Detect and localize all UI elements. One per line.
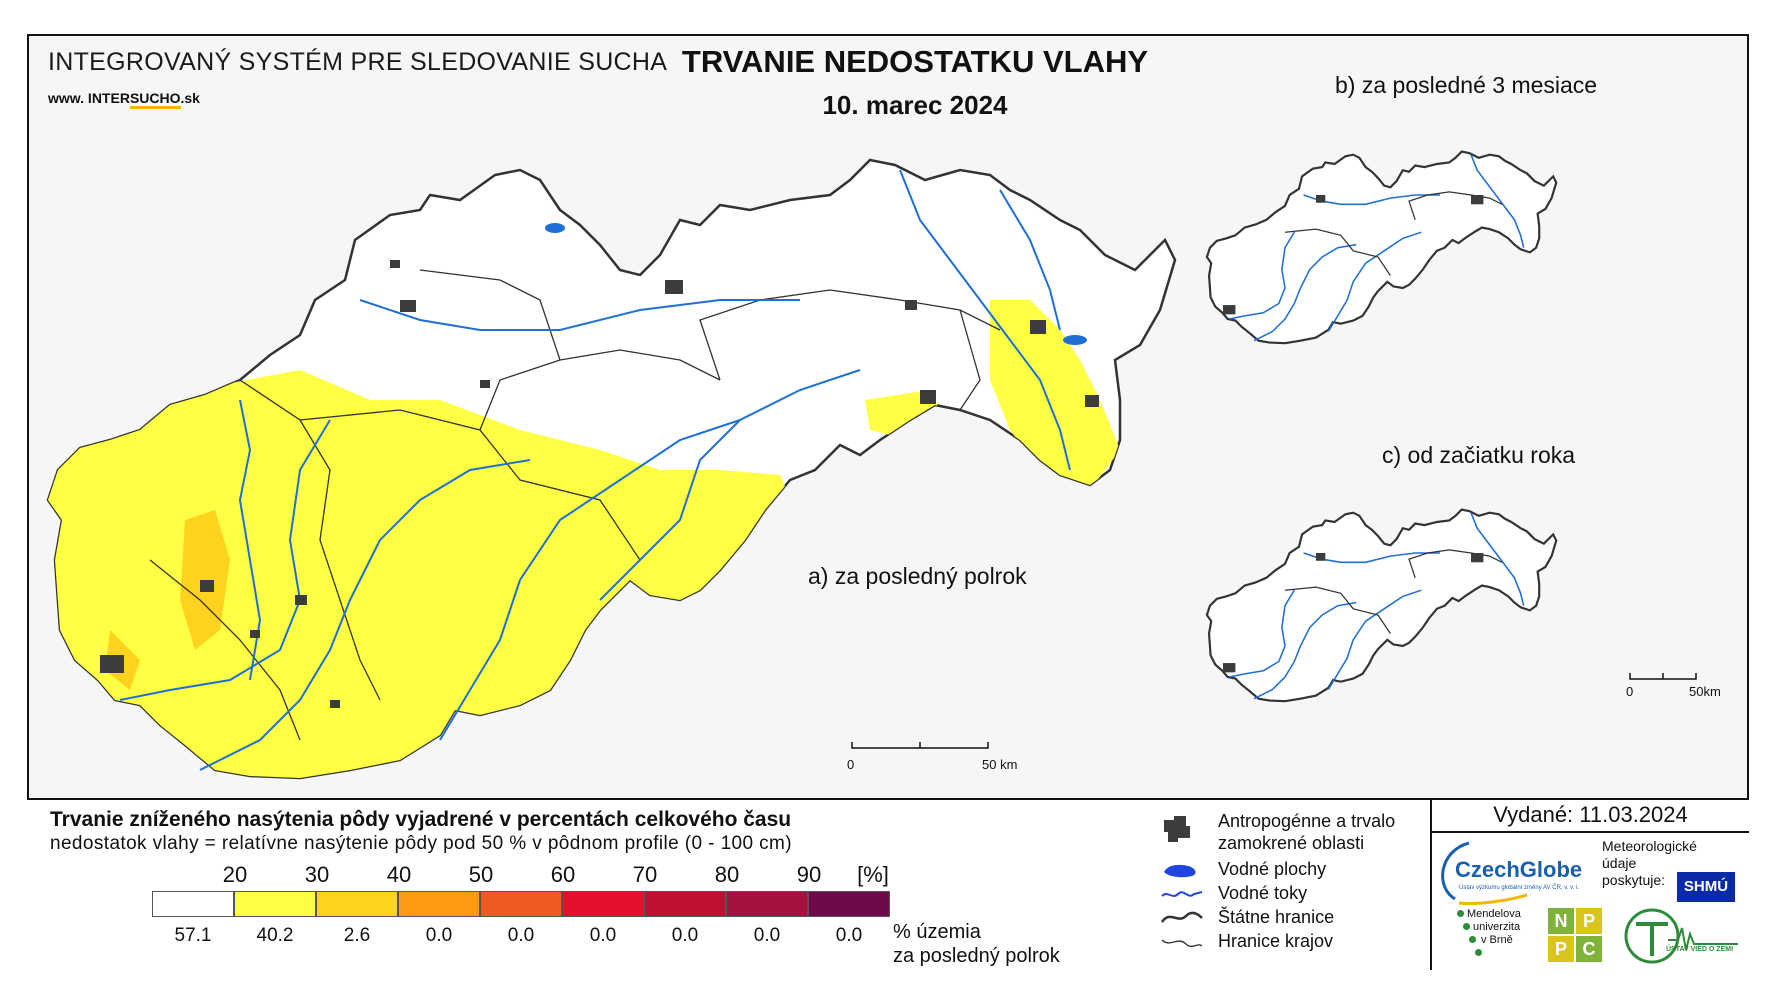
panel-c-label: c) od začiatku roka bbox=[1382, 442, 1576, 468]
small-scale-bar bbox=[1629, 673, 1697, 680]
panel-b-label: b) za posledné 3 mesiace bbox=[1335, 72, 1598, 98]
org-url[interactable]: www. INTERSUCHO.sk bbox=[48, 90, 200, 109]
nppc-c: C bbox=[1576, 936, 1602, 962]
pct-caption-line1: % územia bbox=[893, 921, 981, 943]
river-icon bbox=[1161, 891, 1203, 897]
usvz-logo[interactable]: ÚSTAV VIED O ZEMI bbox=[1622, 906, 1740, 966]
shmu-caption-3: poskytuje: bbox=[1602, 872, 1666, 888]
legend-subtitle: nedostatok vlahy = relatívne nasýtenie p… bbox=[50, 833, 793, 854]
maps-svg bbox=[46, 150, 1697, 780]
org-title: INTEGROVANÝ SYSTÉM PRE SLEDOVANIE SUCHA bbox=[48, 48, 668, 76]
mendel-line3: v Brně bbox=[1481, 934, 1513, 946]
mendel-line2: univerzita bbox=[1473, 921, 1521, 933]
pct-caption: % územia za posledný polrok bbox=[893, 920, 1060, 968]
small-scale-end: 50km bbox=[1689, 684, 1721, 699]
nppc-p1: P bbox=[1576, 908, 1602, 934]
czechglobe-swoosh-icon bbox=[1441, 841, 1528, 905]
small-map-b bbox=[1205, 150, 1558, 345]
footer-divider bbox=[1430, 798, 1432, 970]
issued-date: Vydané: 11.03.2024 bbox=[1493, 802, 1688, 827]
shmu-caption-2: údaje bbox=[1602, 855, 1637, 871]
mendel-dot-icon bbox=[1457, 910, 1464, 917]
legend-pct: 0.0 bbox=[671, 925, 699, 946]
shmu-caption: Meteorologické údaje poskytuje: bbox=[1602, 838, 1697, 889]
usvz-name: ÚSTAV VIED O ZEMI bbox=[1666, 946, 1734, 953]
legend-swatch bbox=[726, 891, 808, 917]
small-scale-zero: 0 bbox=[1626, 684, 1634, 699]
legend-title: Trvanie zníženého nasýtenia pôdy vyjadre… bbox=[50, 808, 792, 831]
legend-swatch bbox=[562, 891, 644, 917]
mendel-dot-icon bbox=[1469, 936, 1476, 943]
legend-urban-label: Antropogénne a trvalo zamokrené oblasti bbox=[1218, 810, 1395, 854]
state-border-icon bbox=[1160, 911, 1203, 923]
legend-pct: 40.2 bbox=[256, 925, 294, 946]
czechglobe-name: CzechGlobe bbox=[1455, 857, 1583, 882]
main-scale-bar bbox=[851, 742, 989, 749]
legend-water-label: Vodné plochy bbox=[1218, 859, 1327, 879]
main-scale-end: 50 km bbox=[982, 757, 1018, 772]
url-highlight: SUCHO bbox=[129, 90, 181, 109]
nppc-logo[interactable]: N P P C bbox=[1548, 908, 1604, 964]
url-suffix: .sk bbox=[180, 90, 200, 106]
legend-swatch bbox=[644, 891, 726, 917]
map-date: 10. marec 2024 bbox=[822, 90, 1008, 120]
legend-tick: 90 bbox=[796, 862, 822, 887]
mendel-line1: Mendelova bbox=[1467, 908, 1521, 920]
legend-tick: 70 bbox=[632, 862, 658, 887]
legend-unit: [%] bbox=[857, 862, 889, 887]
panel-a-label: a) za posledný polrok bbox=[808, 563, 1027, 589]
shmu-caption-1: Meteorologické bbox=[1602, 838, 1697, 854]
map-title: TRVANIE NEDOSTATKU VLAHY bbox=[681, 44, 1149, 79]
yellow-zone-west bbox=[48, 370, 800, 778]
water-bodies bbox=[545, 223, 1087, 345]
mendel-dot-icon bbox=[1475, 949, 1482, 956]
urban-area-icon bbox=[1164, 816, 1190, 842]
yellow-zone-east bbox=[990, 300, 1120, 490]
seismograph-icon bbox=[1624, 908, 1738, 964]
shmu-logo[interactable]: SHMÚ bbox=[1677, 872, 1735, 902]
legend-pct: 57.1 bbox=[174, 925, 212, 946]
czechglobe-logo[interactable]: CzechGlobe Ústav výzkumu globální změny … bbox=[1437, 837, 1600, 905]
nppc-n: N bbox=[1548, 908, 1574, 934]
mendel-logo[interactable]: Mendelova univerzita v Brně bbox=[1455, 908, 1521, 956]
legend-swatch bbox=[398, 891, 480, 917]
legend-pct: 0.0 bbox=[507, 925, 535, 946]
legend-swatch bbox=[234, 891, 316, 917]
legend-urban-line1: Antropogénne a trvalo bbox=[1218, 811, 1396, 831]
legend-swatch bbox=[316, 891, 398, 917]
legend-urban-line2: zamokrené oblasti bbox=[1218, 833, 1365, 853]
legend-tick: 50 bbox=[468, 862, 494, 887]
mendel-dot-icon bbox=[1463, 923, 1470, 930]
main-map bbox=[46, 158, 1177, 780]
legend-pct: 2.6 bbox=[343, 925, 371, 946]
legend-pct: 0.0 bbox=[425, 925, 453, 946]
legend-tick: 20 bbox=[222, 862, 248, 887]
pct-caption-line2: za posledný polrok bbox=[893, 945, 1060, 967]
small-map-c bbox=[1205, 508, 1558, 703]
legend-tick: 60 bbox=[550, 862, 576, 887]
url-prefix: www. INTER bbox=[48, 90, 130, 106]
main-scale-zero: 0 bbox=[847, 757, 855, 772]
legend-pct: 0.0 bbox=[753, 925, 781, 946]
urban-areas bbox=[100, 260, 1099, 708]
legend-state-label: Štátne hranice bbox=[1218, 907, 1335, 927]
legend-pct: 0.0 bbox=[589, 925, 617, 946]
legend-pct: 0.0 bbox=[835, 925, 863, 946]
czechglobe-sub: Ústav výzkumu globální změny AV ČR, v. v… bbox=[1459, 885, 1580, 891]
region-border-icon bbox=[1161, 939, 1203, 947]
legend-region-label: Hranice krajov bbox=[1218, 931, 1334, 951]
legend-tick: 40 bbox=[386, 862, 412, 887]
legend-river-label: Vodné toky bbox=[1218, 883, 1308, 903]
water-body-icon bbox=[1164, 864, 1196, 878]
nppc-p2: P bbox=[1548, 936, 1574, 962]
legend-swatch bbox=[152, 891, 234, 917]
legend-tick: 30 bbox=[304, 862, 330, 887]
footer-divider-h bbox=[1430, 831, 1749, 833]
legend-panel bbox=[27, 798, 1749, 970]
legend-tick: 80 bbox=[714, 862, 740, 887]
legend-swatch bbox=[480, 891, 562, 917]
legend-swatch bbox=[808, 891, 890, 917]
